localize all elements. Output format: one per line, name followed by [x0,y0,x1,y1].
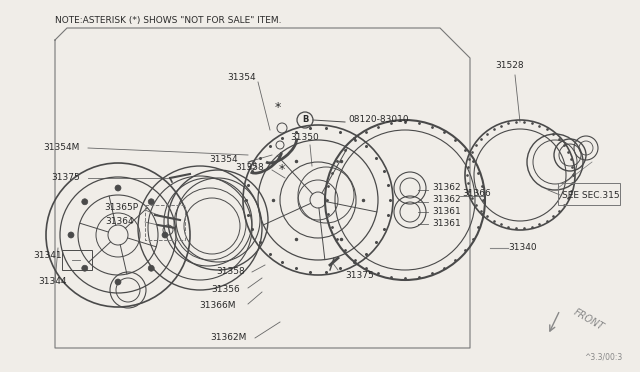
Text: 31528: 31528 [496,61,524,70]
Text: SEE SEC.315: SEE SEC.315 [562,190,620,199]
Text: 31340: 31340 [508,244,536,253]
Circle shape [148,265,154,271]
Bar [558,183,620,205]
Circle shape [82,265,88,271]
Circle shape [115,185,121,191]
Circle shape [115,279,121,285]
Text: B: B [302,115,308,125]
Text: 31356: 31356 [211,285,240,295]
Text: NOTE:ASTERISK (*) SHOWS "NOT FOR SALE" ITEM.: NOTE:ASTERISK (*) SHOWS "NOT FOR SALE" I… [55,16,282,25]
Text: 31366M: 31366M [200,301,236,310]
Text: 31354: 31354 [228,74,256,83]
Text: 31375: 31375 [51,173,80,183]
Text: 31362M: 31362M [210,334,246,343]
Text: FRONT: FRONT [572,307,606,333]
Text: 31375: 31375 [345,270,374,279]
Text: 31354M: 31354M [44,144,80,153]
Text: 31362: 31362 [432,196,461,205]
Text: 31341: 31341 [33,250,62,260]
Text: 31364: 31364 [106,218,134,227]
Circle shape [68,232,74,238]
Circle shape [82,199,88,205]
Circle shape [148,199,154,205]
Text: 31358: 31358 [236,164,264,173]
Text: 31344: 31344 [38,278,67,286]
Text: ^3.3/00:3: ^3.3/00:3 [584,353,622,362]
Text: *: * [275,102,281,115]
Text: 31366: 31366 [462,189,491,199]
Text: 31354: 31354 [209,155,238,164]
Text: 31362: 31362 [432,183,461,192]
Text: 31361: 31361 [432,219,461,228]
Bar [62,250,92,270]
Text: 31365P: 31365P [104,203,138,212]
Text: 31358: 31358 [216,267,245,276]
Text: 31350: 31350 [291,134,319,142]
Text: 08120-83010: 08120-83010 [348,115,408,125]
Circle shape [162,232,168,238]
Text: 31361: 31361 [432,208,461,217]
Text: *: * [279,164,285,176]
